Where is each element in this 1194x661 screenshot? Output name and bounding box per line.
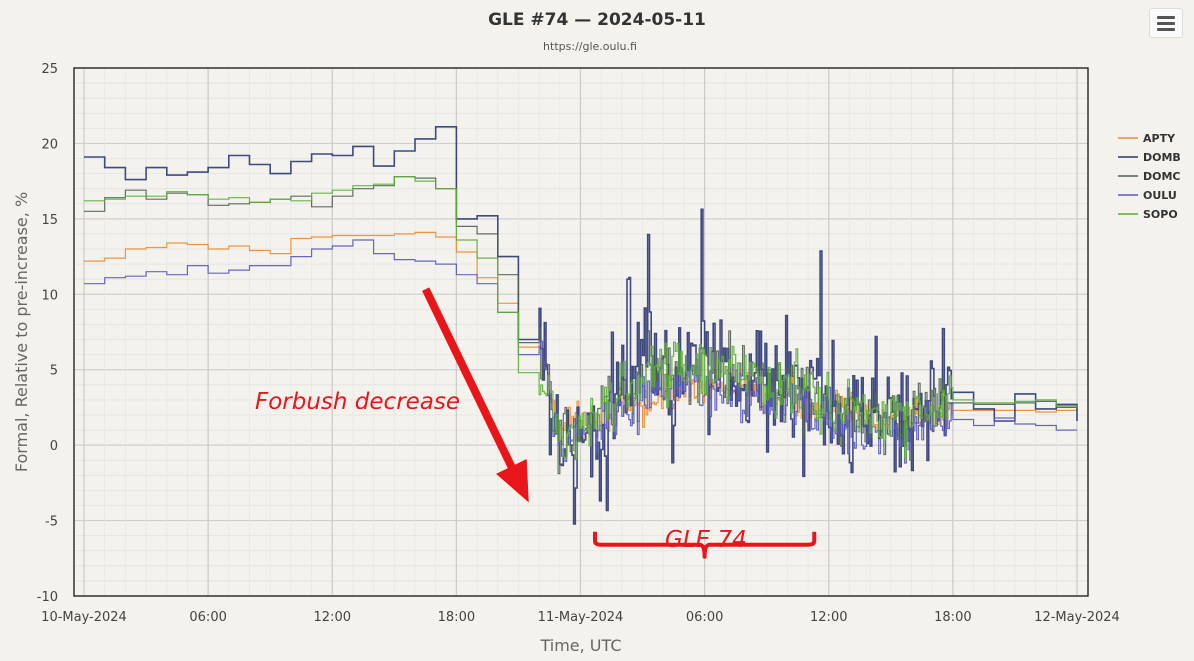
x-axis-title: Time, UTC [539,636,621,655]
y-tick-label: 0 [50,439,58,454]
legend-item-domc[interactable]: DOMC [1143,170,1181,183]
x-tick-label: 06:00 [686,610,723,625]
legend-item-oulu[interactable]: OULU [1143,189,1177,202]
y-tick-label: 15 [41,213,58,228]
x-tick-label: 12:00 [314,610,351,625]
y-tick-label: -10 [37,590,58,605]
legend-item-sopo[interactable]: SOPO [1143,208,1178,221]
y-tick-label: 25 [41,62,58,77]
x-tick-label: 12:00 [810,610,847,625]
y-tick-label: 20 [41,137,58,152]
y-tick-label: 5 [50,364,58,379]
x-tick-label: 11-May-2024 [538,610,624,625]
x-tick-label: 06:00 [189,610,226,625]
x-tick-label: 18:00 [934,610,971,625]
series-lines [84,126,1078,525]
x-tick-label: 18:00 [438,610,475,625]
y-axis-title: Formal, Relative to pre-increase, % [12,192,31,472]
plot-border [73,67,1089,597]
forbush-label: Forbush decrease [255,389,460,415]
y-tick-label: 10 [41,288,58,303]
gle-brace [592,531,817,559]
legend: APTY DOMB DOMC OULU SOPO [1118,132,1181,221]
legend-item-apty[interactable]: APTY [1143,132,1176,145]
forbush-arrow [422,287,517,472]
forbush-arrowhead [496,459,529,503]
x-tick-label: 10-May-2024 [41,610,127,625]
y-tick-label: -5 [45,515,58,530]
chart-subtitle: https://gle.oulu.fi [543,40,637,53]
annotations: Forbush decrease GLE 74 [255,287,817,559]
series-line-sopo [84,176,1078,461]
chart-title: GLE #74 — 2024-05-11 [488,10,706,30]
x-tick-label: 12-May-2024 [1034,610,1120,625]
hamburger-menu-icon[interactable] [1149,8,1183,38]
grid [74,67,1088,597]
legend-item-domb[interactable]: DOMB [1143,151,1181,164]
x-ticks: 10-May-2024 06:00 12:00 18:00 11-May-2024 06:… [41,610,1120,625]
y-ticks: 25 20 15 10 5 0 -5 -10 [37,62,58,605]
